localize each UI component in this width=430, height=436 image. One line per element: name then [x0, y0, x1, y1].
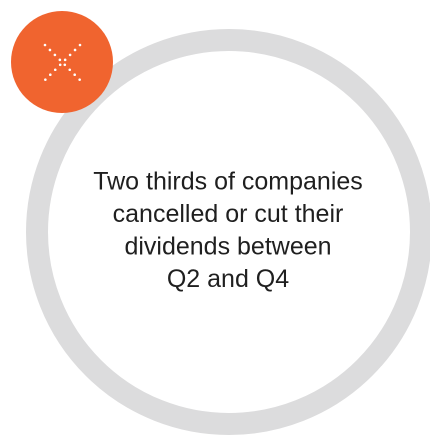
badge	[11, 11, 113, 113]
ring	[26, 29, 430, 435]
cross-stroke	[43, 43, 82, 82]
message-line: Q2 and Q4	[167, 265, 289, 293]
message-line: Two thirds of companies	[93, 168, 363, 196]
message-line: cancelled or cut their	[113, 200, 344, 228]
cross-stroke	[43, 43, 82, 82]
message: Two thirds of companies cancelled or cut …	[93, 168, 363, 294]
cross-icon	[43, 43, 82, 82]
message-line: dividends between	[124, 233, 331, 261]
